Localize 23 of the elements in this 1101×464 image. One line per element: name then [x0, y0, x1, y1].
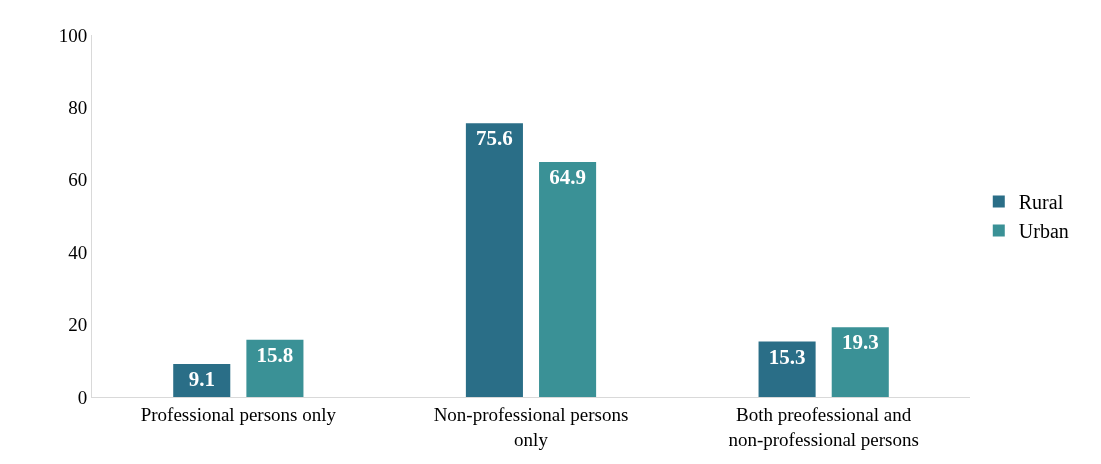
data-label: 19.3 — [841, 330, 879, 355]
bar — [173, 364, 231, 397]
data-label: 9.1 — [188, 367, 215, 392]
y-tick-label: 40 — [68, 241, 88, 263]
y-tick-label: 20 — [68, 314, 88, 336]
data-label: 15.3 — [768, 344, 806, 369]
y-tick-label: 100 — [58, 24, 88, 46]
data-label: 64.9 — [549, 165, 586, 190]
bar — [465, 123, 523, 397]
data-label: 15.8 — [256, 342, 294, 367]
bar — [246, 339, 304, 397]
x-tick-label: Both preofessional and non-professional persons — [728, 403, 919, 450]
x-tick-label: Non-professional persons only — [433, 403, 629, 450]
x-tick-label: Professional persons only — [140, 403, 337, 425]
y-tick-label: 0 — [77, 386, 88, 408]
bar — [831, 327, 889, 397]
bar — [758, 341, 816, 397]
legend-label: Rural — [1018, 191, 1064, 214]
data-label: 75.6 — [476, 126, 513, 151]
bar — [539, 162, 597, 397]
y-tick-label: 60 — [68, 169, 88, 191]
legend-label: Urban — [1018, 220, 1069, 243]
y-tick-label: 80 — [68, 97, 88, 119]
